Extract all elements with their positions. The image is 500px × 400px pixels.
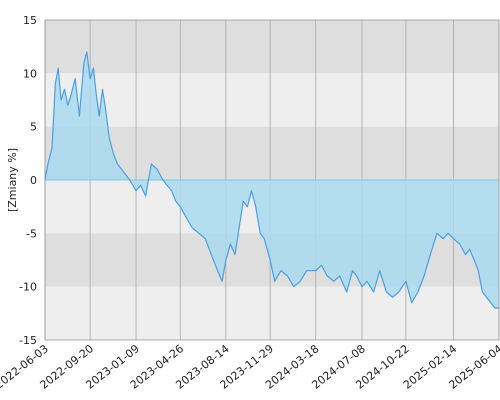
y-axis-label: [Zmiany %]	[6, 148, 19, 212]
y-tick-label: 15	[23, 14, 37, 27]
area-layer	[44, 19, 500, 341]
plot-frame	[44, 19, 500, 341]
background-band	[45, 286, 499, 340]
y-tick-label: -10	[19, 281, 37, 294]
y-tick-label: -15	[19, 334, 37, 347]
background-band	[45, 73, 499, 127]
y-tick-label: 10	[23, 67, 37, 80]
background-band	[45, 20, 499, 74]
y-tick-label: 5	[30, 121, 37, 134]
y-tick-label: -5	[26, 227, 37, 240]
series-line	[44, 51, 499, 309]
y-tick-label: 0	[30, 174, 37, 187]
